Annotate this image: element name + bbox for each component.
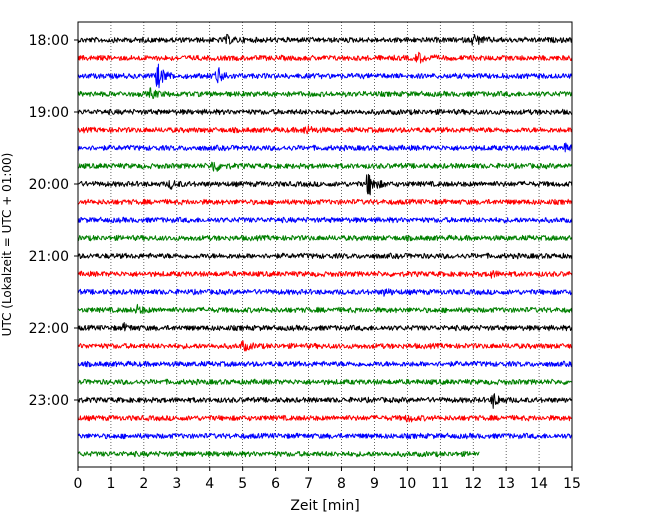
x-tick-label: 0 [74,476,83,492]
seismic-trace [77,252,573,260]
x-tick-label: 13 [497,476,515,492]
seismic-trace [77,303,573,315]
x-axis: 0 1 2 3 4 5 6 7 8 9 10 11 12 13 14 15 [74,467,581,492]
seismic-trace [77,450,480,458]
x-tick-label: 15 [563,476,581,492]
y-tick-label: 21:00 [29,249,69,265]
x-tick-label: 5 [238,476,247,492]
seismic-trace [77,161,573,172]
seismic-trace [77,360,573,368]
seismic-trace [77,173,573,196]
grid-lines [110,22,540,467]
seismic-trace [77,234,573,242]
x-tick-label: 12 [464,476,482,492]
seismic-trace [77,108,573,116]
seismic-trace [78,432,573,440]
y-axis-label: UTC (Lokalzeit = UTC + 01:00) [0,153,14,337]
seismic-trace [77,393,573,409]
seismic-trace [77,51,573,64]
seismic-trace [77,198,573,206]
x-tick-label: 10 [398,476,416,492]
x-tick-label: 1 [106,476,115,492]
x-tick-label: 3 [172,476,181,492]
seismic-trace [77,270,573,279]
x-tick-label: 6 [271,476,280,492]
y-tick-label: 20:00 [29,177,69,193]
seismic-trace [77,142,573,153]
y-tick-label: 18:00 [29,33,69,49]
x-tick-label: 11 [431,476,449,492]
x-tick-label: 7 [304,476,313,492]
seismic-trace [77,33,573,46]
seismic-trace [77,125,573,135]
x-tick-label: 9 [370,476,379,492]
seismic-trace [77,216,573,224]
x-tick-label: 4 [205,476,214,492]
seismic-trace [77,87,573,100]
y-tick-label: 23:00 [29,393,69,409]
x-tick-label: 2 [139,476,148,492]
seismic-trace [77,322,573,332]
seismic-trace [77,288,573,297]
seismic-trace [77,414,573,423]
plot-frame [77,21,573,468]
seismic-trace [77,340,573,352]
y-tick-label: 22:00 [29,321,69,337]
x-tick-label: 8 [337,476,346,492]
seismic-traces [77,33,573,458]
x-axis-label: Zeit [min] [290,498,359,514]
y-axis: 18:00 19:00 20:00 21:00 22:00 23:00 [29,33,78,409]
seismic-trace [77,63,573,89]
seismic-trace [77,378,573,386]
x-tick-label: 14 [530,476,548,492]
y-tick-label: 19:00 [29,105,69,121]
